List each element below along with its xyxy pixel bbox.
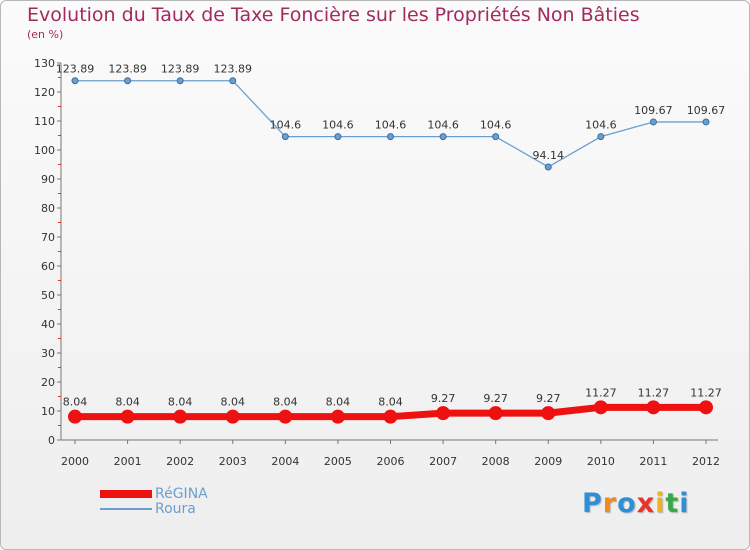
data-label: 123.89: [214, 63, 253, 76]
data-label: 9.27: [536, 392, 561, 405]
data-label: 104.6: [375, 119, 407, 132]
x-tick-label: 2008: [482, 455, 510, 468]
data-point: [436, 406, 451, 421]
data-label: 104.6: [322, 119, 354, 132]
data-point: [492, 133, 500, 141]
x-tick-label: 2009: [534, 455, 562, 468]
data-point: [281, 133, 289, 141]
data-label: 104.6: [480, 119, 512, 132]
legend-swatch-roura: [100, 508, 152, 510]
y-tick-label: 110: [34, 115, 55, 128]
logo-letter: t: [665, 488, 680, 519]
x-tick-label: 2012: [692, 455, 720, 468]
data-point: [225, 409, 240, 424]
data-label: 9.27: [431, 392, 456, 405]
x-tick-label: 2011: [639, 455, 667, 468]
x-tick-label: 2000: [61, 455, 89, 468]
y-tick-label: 70: [41, 231, 55, 244]
logo-letter: i: [655, 488, 666, 519]
data-label: 8.04: [273, 396, 298, 409]
data-label: 8.04: [378, 396, 403, 409]
y-tick-label: 40: [41, 318, 55, 331]
logo-letter: i: [679, 488, 690, 519]
logo-letter: r: [602, 488, 618, 519]
legend-swatch-regina: [100, 490, 152, 498]
x-tick-label: 2010: [587, 455, 615, 468]
x-tick-label: 2007: [429, 455, 457, 468]
x-tick-label: 2005: [324, 455, 352, 468]
data-point: [646, 400, 661, 415]
y-tick-label: 60: [41, 260, 55, 273]
data-point: [68, 409, 82, 424]
data-point: [278, 409, 293, 424]
data-label: 123.89: [161, 63, 200, 76]
x-tick-label: 2003: [219, 455, 247, 468]
data-label: 123.89: [108, 63, 147, 76]
data-label: 109.67: [687, 104, 726, 117]
logo-letter: P: [582, 488, 603, 519]
y-tick-label: 130: [34, 57, 55, 70]
data-label: 109.67: [634, 104, 673, 117]
data-label: 8.04: [221, 396, 246, 409]
data-point: [334, 133, 342, 141]
y-tick-label: 80: [41, 202, 55, 215]
data-label: 8.04: [115, 396, 140, 409]
logo-letter: o: [617, 488, 637, 519]
data-label: 11.27: [638, 386, 670, 399]
legend-label-regina: RéGINA: [155, 486, 208, 502]
y-tick-label: 100: [34, 144, 55, 157]
y-tick-label: 0: [48, 434, 55, 447]
y-tick-label: 120: [34, 86, 55, 99]
data-label: 9.27: [483, 392, 508, 405]
data-point: [229, 77, 237, 85]
y-tick-label: 50: [41, 289, 55, 302]
data-label: 104.6: [270, 119, 302, 132]
data-point: [176, 77, 184, 85]
x-tick-label: 2002: [166, 455, 194, 468]
data-point: [488, 406, 503, 421]
chart-title: Evolution du Taux de Taxe Foncière sur l…: [27, 4, 640, 26]
data-label: 8.04: [326, 396, 351, 409]
data-point: [439, 133, 447, 141]
data-point: [71, 77, 79, 85]
x-tick-label: 2001: [114, 455, 142, 468]
proxiti-logo: Proxiti: [582, 488, 690, 519]
data-point: [544, 163, 552, 171]
data-point: [649, 118, 657, 126]
y-tick-label: 20: [41, 376, 55, 389]
data-point: [702, 118, 710, 126]
data-point: [541, 406, 556, 421]
data-label: 104.6: [585, 119, 617, 132]
data-point: [593, 400, 608, 415]
data-label: 123.89: [56, 63, 95, 76]
y-axis-unit-label: (en %): [27, 28, 64, 41]
data-label: 104.6: [427, 119, 459, 132]
logo-letter: x: [636, 488, 656, 519]
data-point: [387, 133, 394, 141]
data-point: [124, 77, 132, 85]
data-point: [330, 409, 345, 424]
x-tick-label: 2004: [271, 455, 299, 468]
data-point: [699, 400, 713, 415]
data-point: [173, 409, 188, 424]
data-label: 8.04: [63, 396, 88, 409]
data-point: [597, 133, 605, 141]
legend-label-roura: Roura: [155, 501, 196, 517]
data-label: 11.27: [585, 386, 617, 399]
data-point: [383, 409, 398, 424]
x-tick-label: 2006: [377, 455, 405, 468]
data-label: 11.27: [690, 386, 722, 399]
data-label: 94.14: [533, 149, 565, 162]
data-point: [120, 409, 135, 424]
y-tick-label: 90: [41, 173, 55, 186]
y-tick-label: 30: [41, 347, 55, 360]
y-tick-label: 10: [41, 405, 55, 418]
data-label: 8.04: [168, 396, 193, 409]
